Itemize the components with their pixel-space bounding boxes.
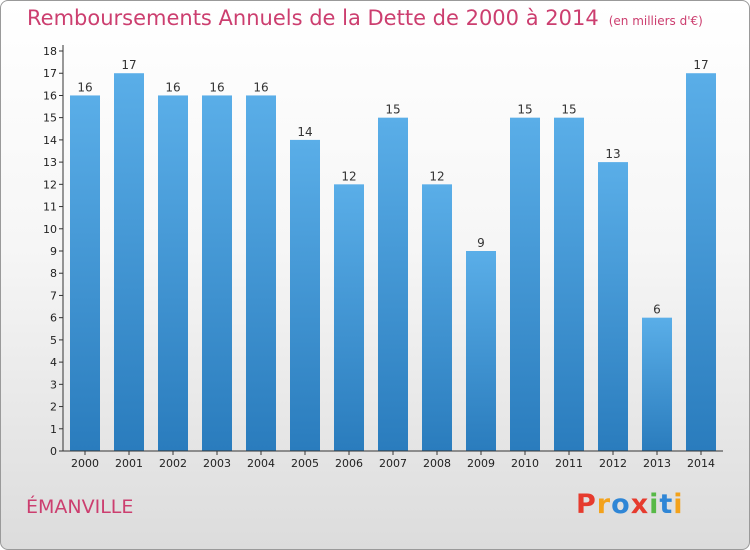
data-label-2010: 15 xyxy=(517,103,532,117)
bar-2005 xyxy=(290,139,320,451)
x-tick-label-2011: 2011 xyxy=(555,457,583,470)
bar-2000 xyxy=(70,95,100,451)
x-tick-label-2001: 2001 xyxy=(115,457,143,470)
bar-2006 xyxy=(334,184,364,452)
data-label-2004: 16 xyxy=(253,80,268,94)
x-tick-label-2002: 2002 xyxy=(159,457,187,470)
bar-2008 xyxy=(422,184,452,452)
data-label-2005: 14 xyxy=(297,125,312,139)
bar-2001 xyxy=(114,73,144,451)
logo-letter: t xyxy=(659,489,674,520)
y-tick-label-13: 13 xyxy=(43,156,57,169)
logo-letter: r xyxy=(596,489,612,520)
y-tick-label-16: 16 xyxy=(43,89,57,102)
y-tick-label-12: 12 xyxy=(43,178,57,191)
chart-title: Remboursements Annuels de la Dette de 20… xyxy=(27,6,703,30)
y-tick-label-7: 7 xyxy=(50,289,57,302)
x-tick-label-2005: 2005 xyxy=(291,457,319,470)
bar-2009 xyxy=(466,251,496,451)
x-tick-label-2003: 2003 xyxy=(203,457,231,470)
logo-letter: i xyxy=(649,489,660,520)
bar-2010 xyxy=(510,117,540,452)
x-tick-label-2007: 2007 xyxy=(379,457,407,470)
x-tick-label-2010: 2010 xyxy=(511,457,539,470)
y-tick-label-15: 15 xyxy=(43,112,57,125)
x-tick-label-2012: 2012 xyxy=(599,457,627,470)
data-label-2006: 12 xyxy=(341,169,356,183)
data-label-2002: 16 xyxy=(165,80,180,94)
bar-2004 xyxy=(246,95,276,451)
y-tick-label-14: 14 xyxy=(43,134,57,147)
logo-letter: P xyxy=(576,489,597,520)
commune-name: ÉMANVILLE xyxy=(26,496,134,518)
x-tick-label-2009: 2009 xyxy=(467,457,495,470)
x-tick-label-2004: 2004 xyxy=(247,457,275,470)
proxiti-logo: Proxiti xyxy=(576,489,684,520)
y-tick-label-2: 2 xyxy=(50,401,57,414)
x-tick-label-2000: 2000 xyxy=(71,457,99,470)
logo-letter: o xyxy=(611,489,631,520)
data-label-2000: 16 xyxy=(77,80,92,94)
data-label-2009: 9 xyxy=(477,236,485,250)
x-tick-label-2014: 2014 xyxy=(687,457,715,470)
bar-2011 xyxy=(554,117,584,452)
x-tick-label-2006: 2006 xyxy=(335,457,363,470)
x-tick-label-2008: 2008 xyxy=(423,457,451,470)
chart-unit: (en milliers d'€) xyxy=(608,14,703,28)
data-label-2007: 15 xyxy=(385,103,400,117)
data-label-2014: 17 xyxy=(693,58,708,72)
data-label-2011: 15 xyxy=(561,103,576,117)
y-tick-label-11: 11 xyxy=(43,201,57,214)
y-tick-label-10: 10 xyxy=(43,223,57,236)
bar-2013 xyxy=(642,317,672,451)
y-tick-label-17: 17 xyxy=(43,67,57,80)
y-tick-label-9: 9 xyxy=(50,245,57,258)
data-label-2013: 6 xyxy=(653,303,661,317)
y-tick-label-8: 8 xyxy=(50,267,57,280)
y-tick-label-6: 6 xyxy=(50,312,57,325)
data-label-2001: 17 xyxy=(121,58,136,72)
bar-2012 xyxy=(598,162,628,451)
data-label-2003: 16 xyxy=(209,80,224,94)
x-tick-label-2013: 2013 xyxy=(643,457,671,470)
y-tick-label-0: 0 xyxy=(50,445,57,458)
bar-2014 xyxy=(686,73,716,451)
bar-2002 xyxy=(158,95,188,451)
y-tick-label-3: 3 xyxy=(50,378,57,391)
chart-title-main: Remboursements Annuels de la Dette de 20… xyxy=(27,6,599,30)
bar-2003 xyxy=(202,95,232,451)
bar-2007 xyxy=(378,117,408,452)
y-tick-label-5: 5 xyxy=(50,334,57,347)
y-tick-label-18: 18 xyxy=(43,45,57,58)
y-tick-label-4: 4 xyxy=(50,356,57,369)
data-label-2008: 12 xyxy=(429,169,444,183)
y-tick-label-1: 1 xyxy=(50,423,57,436)
logo-letter: i xyxy=(673,489,684,520)
data-label-2012: 13 xyxy=(605,147,620,161)
logo-letter: x xyxy=(630,489,650,520)
